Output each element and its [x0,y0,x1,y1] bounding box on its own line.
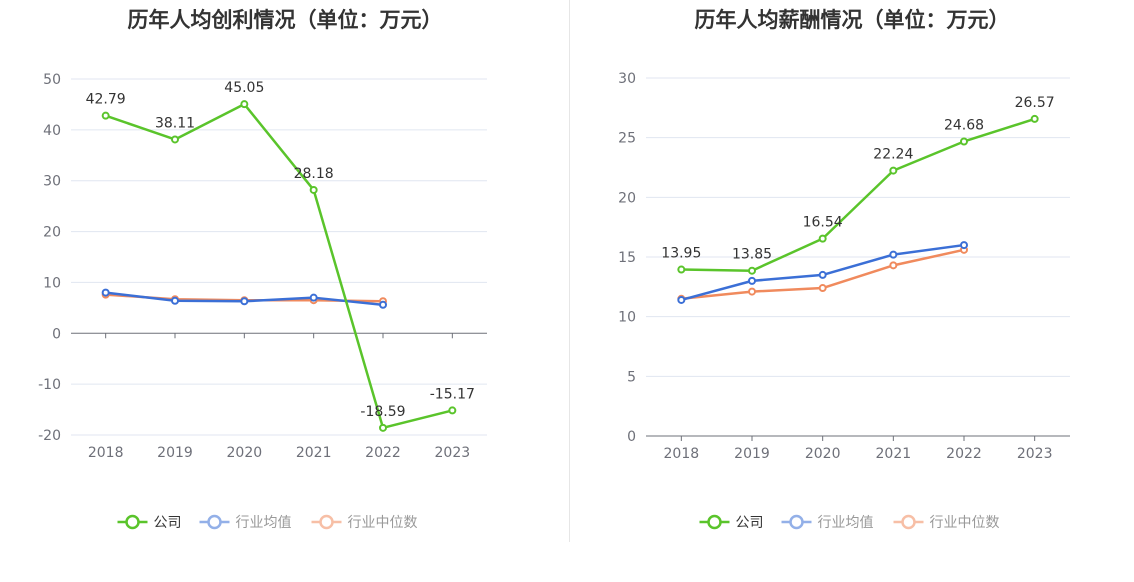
data-label: -15.17 [430,386,475,402]
legend-label: 行业均值 [236,515,292,531]
x-tick-label: 2021 [876,446,912,462]
y-tick-label: 20 [618,190,636,206]
data-label: 22.24 [873,147,913,163]
y-tick-label: -10 [38,377,61,393]
y-tick-label: 30 [43,174,61,190]
data-point [960,137,968,146]
panel-divider [569,0,570,542]
x-tick-label: 2022 [365,445,401,461]
y-tick-label: 0 [627,429,636,445]
x-tick-label: 2020 [227,445,263,461]
data-point [240,297,249,306]
y-tick-label: 5 [627,369,636,385]
chart-panel-salary: 历年人均薪酬情况（单位：万元） 30 25 20 15 10 5 0 2018 2019 2020… [570,0,1134,582]
data-label: 45.05 [224,80,264,96]
data-point [677,295,686,304]
legend-marker [319,514,334,530]
chart-panel-profit: 历年人均创利情况（单位：万元） 50 40 30 20 10 0 -10 -20 2018 201… [38,8,487,531]
series-line [105,102,453,430]
data-point [240,100,249,109]
data-point [101,288,110,297]
data-point [171,135,179,144]
legend-marker [125,514,140,530]
legend-marker [789,514,804,530]
data-point [101,111,110,120]
legend-label: 行业中位数 [348,515,418,531]
data-label: 16.54 [803,215,843,231]
legend-marker [707,514,722,530]
data-point [748,266,756,275]
data-point [818,270,827,279]
x-tick-label: 2022 [946,446,982,462]
y-tick-label: 40 [43,123,61,139]
x-tick-label: 2019 [157,445,193,461]
data-label: 13.95 [661,246,701,262]
x-tick-label: 2018 [88,445,124,461]
data-point [379,423,387,432]
data-point [171,296,179,305]
data-point [309,185,318,194]
y-tick-label: 0 [52,326,61,342]
y-tick-label: 10 [43,275,61,291]
legend-label: 公司 [736,515,764,531]
y-tick-label: 50 [43,72,61,88]
x-tick-label: 2019 [734,446,770,462]
series-line [681,117,1036,272]
data-point [889,166,898,175]
y-tick-label: 30 [618,71,636,87]
data-point [379,300,387,309]
chart-profit: 50 40 30 20 10 0 -10 -20 2018 2019 2020 2021 2022 202… [38,72,487,531]
data-label: 24.68 [944,117,984,133]
legend-marker [901,514,916,530]
data-point [677,265,686,274]
data-point [818,284,827,293]
data-label: -18.59 [360,404,405,420]
data-point [748,276,756,285]
data-point [309,293,318,302]
data-point [1030,114,1039,123]
chart-title: 历年人均薪酬情况（单位：万元） [694,8,1010,32]
y-tick-label: -20 [38,428,61,444]
chart-title: 历年人均创利情况（单位：万元） [127,8,443,32]
legend-label: 行业中位数 [930,515,1000,531]
legend-marker [207,514,222,530]
data-point [960,241,968,250]
data-label: 28.18 [294,166,334,182]
y-tick-label: 15 [618,250,636,266]
data-label: 26.57 [1015,95,1055,111]
data-label: 42.79 [86,92,126,108]
legend-label: 公司 [154,515,182,531]
legend-label: 行业均值 [818,515,874,531]
data-point [818,234,827,243]
data-label: 38.11 [155,115,195,131]
y-tick-label: 25 [618,131,636,147]
data-point [748,287,756,296]
x-tick-label: 2018 [664,446,700,462]
x-tick-label: 2021 [296,445,332,461]
data-point [889,261,898,270]
data-label: 13.85 [732,247,772,263]
data-point [889,250,898,259]
y-tick-label: 10 [618,310,636,326]
x-tick-label: 2023 [1017,446,1053,462]
x-tick-label: 2023 [435,445,471,461]
y-tick-label: 20 [43,225,61,241]
data-point [448,406,457,415]
chart-salary: 30 25 20 15 10 5 0 2018 2019 2020 2021 2022 2023 13.9… [618,71,1070,531]
x-tick-label: 2020 [805,446,841,462]
